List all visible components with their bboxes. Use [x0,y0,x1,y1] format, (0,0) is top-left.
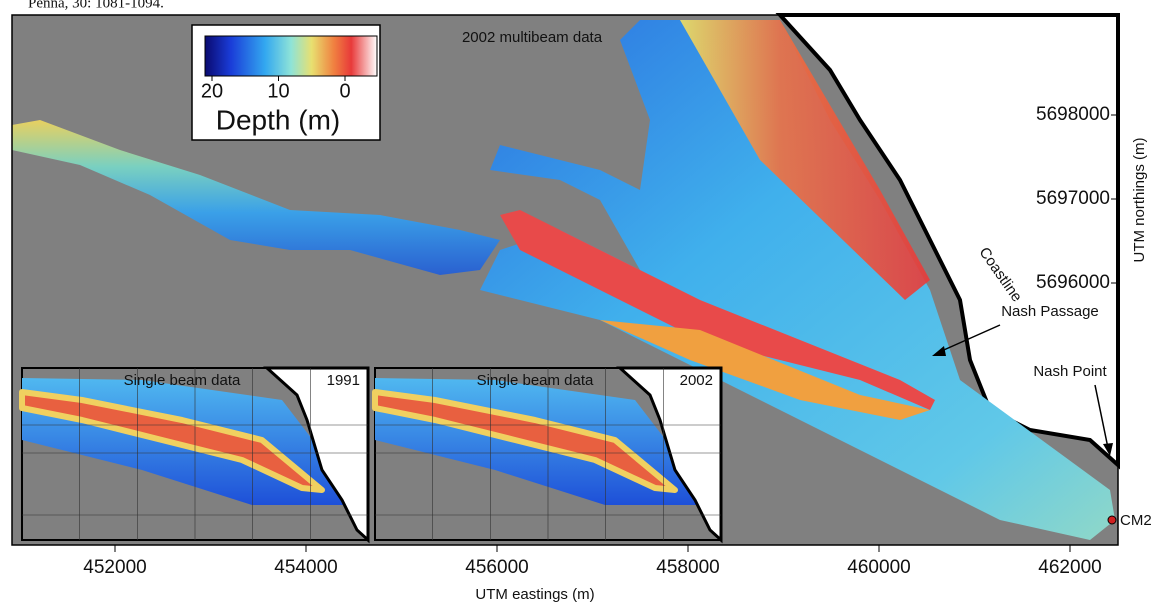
x-axis-label: UTM eastings (m) [475,586,594,603]
colorbar-tick-label: 20 [201,80,223,102]
y-tick-label: 5697000 [1036,188,1110,209]
annotation: CM2 [1120,512,1152,529]
annotation: Nash Point [1033,363,1107,380]
colorbar-tick-label: 10 [267,80,289,102]
inset-year: 2002 [680,372,713,389]
annotation: Nash Passage [1001,303,1099,320]
x-tick-label: 454000 [274,557,337,578]
map-title: 2002 multibeam data [462,29,603,46]
x-tick-label: 452000 [83,557,146,578]
inset-title: Single beam data [124,372,241,389]
y-tick-label: 5696000 [1036,272,1110,293]
colorbar-tick-label: 0 [339,80,350,102]
colorbar-label: Depth (m) [216,104,340,135]
station [1108,516,1116,524]
citation: Penna, 30: 1081-1094. [28,0,164,11]
inset-year: 1991 [327,372,360,389]
y-tick-label: 5698000 [1036,104,1110,125]
x-tick-label: 462000 [1038,557,1101,578]
x-tick-label: 458000 [656,557,719,578]
y-axis-label: UTM northings (m) [1131,137,1148,262]
x-tick-label: 456000 [465,557,528,578]
figure: Penna, 30: 1081-1094. 2002 multibeam dat… [0,0,1158,606]
x-tick-label: 460000 [847,557,910,578]
inset-title: Single beam data [477,372,594,389]
